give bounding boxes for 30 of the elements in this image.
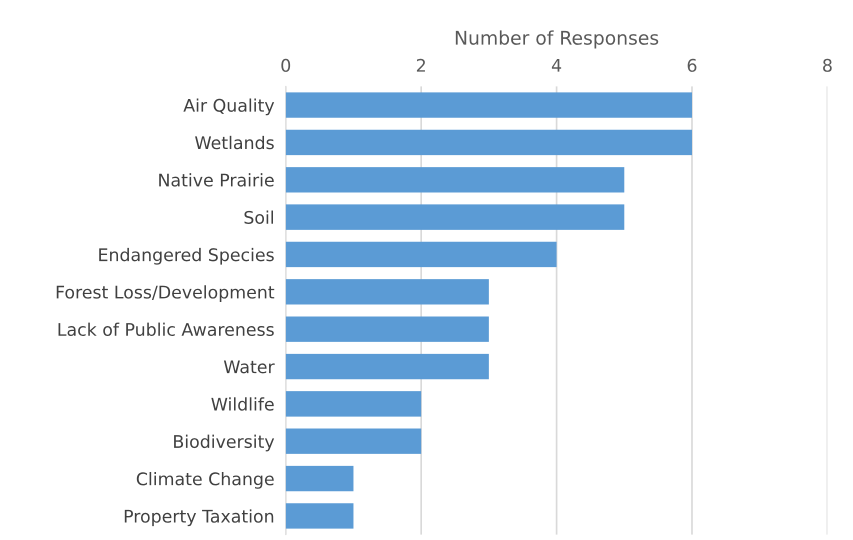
x-tick-label: 0 [281,58,290,72]
bar [286,242,557,268]
y-tick-label: Endangered Species [99,248,274,265]
x-tick-label: 4 [552,59,562,72]
bar [286,130,692,156]
bar [286,391,422,417]
y-tick-label: Forest Loss/Development [56,285,274,302]
x-tick-label: 8 [823,58,832,72]
y-tick-label: Native Prairie [159,173,274,187]
bar [286,354,489,380]
y-tick-label: Lack of Public Awareness [58,322,274,336]
y-tick-label: Property Taxation [124,509,274,526]
x-tick-label: 6 [688,58,696,72]
y-tick-label: Climate Change [136,472,274,489]
y-tick-label: Air Quality [183,98,274,116]
bar [286,316,489,342]
bar [286,204,624,230]
x-axis-title: Number of Responses [456,30,658,48]
bar [286,92,692,118]
y-tick-label: Biodiversity [174,434,274,452]
y-tick-label: Soil [244,210,274,224]
bar [286,503,354,529]
bar [286,279,489,305]
bar [286,428,422,454]
y-tick-label: Wetlands [195,136,274,150]
bar [286,466,354,492]
y-tick-label: Wildlife [211,397,274,411]
bar [286,167,624,192]
y-tick-label: Water [224,360,275,374]
x-tick-label: 2 [416,58,425,72]
